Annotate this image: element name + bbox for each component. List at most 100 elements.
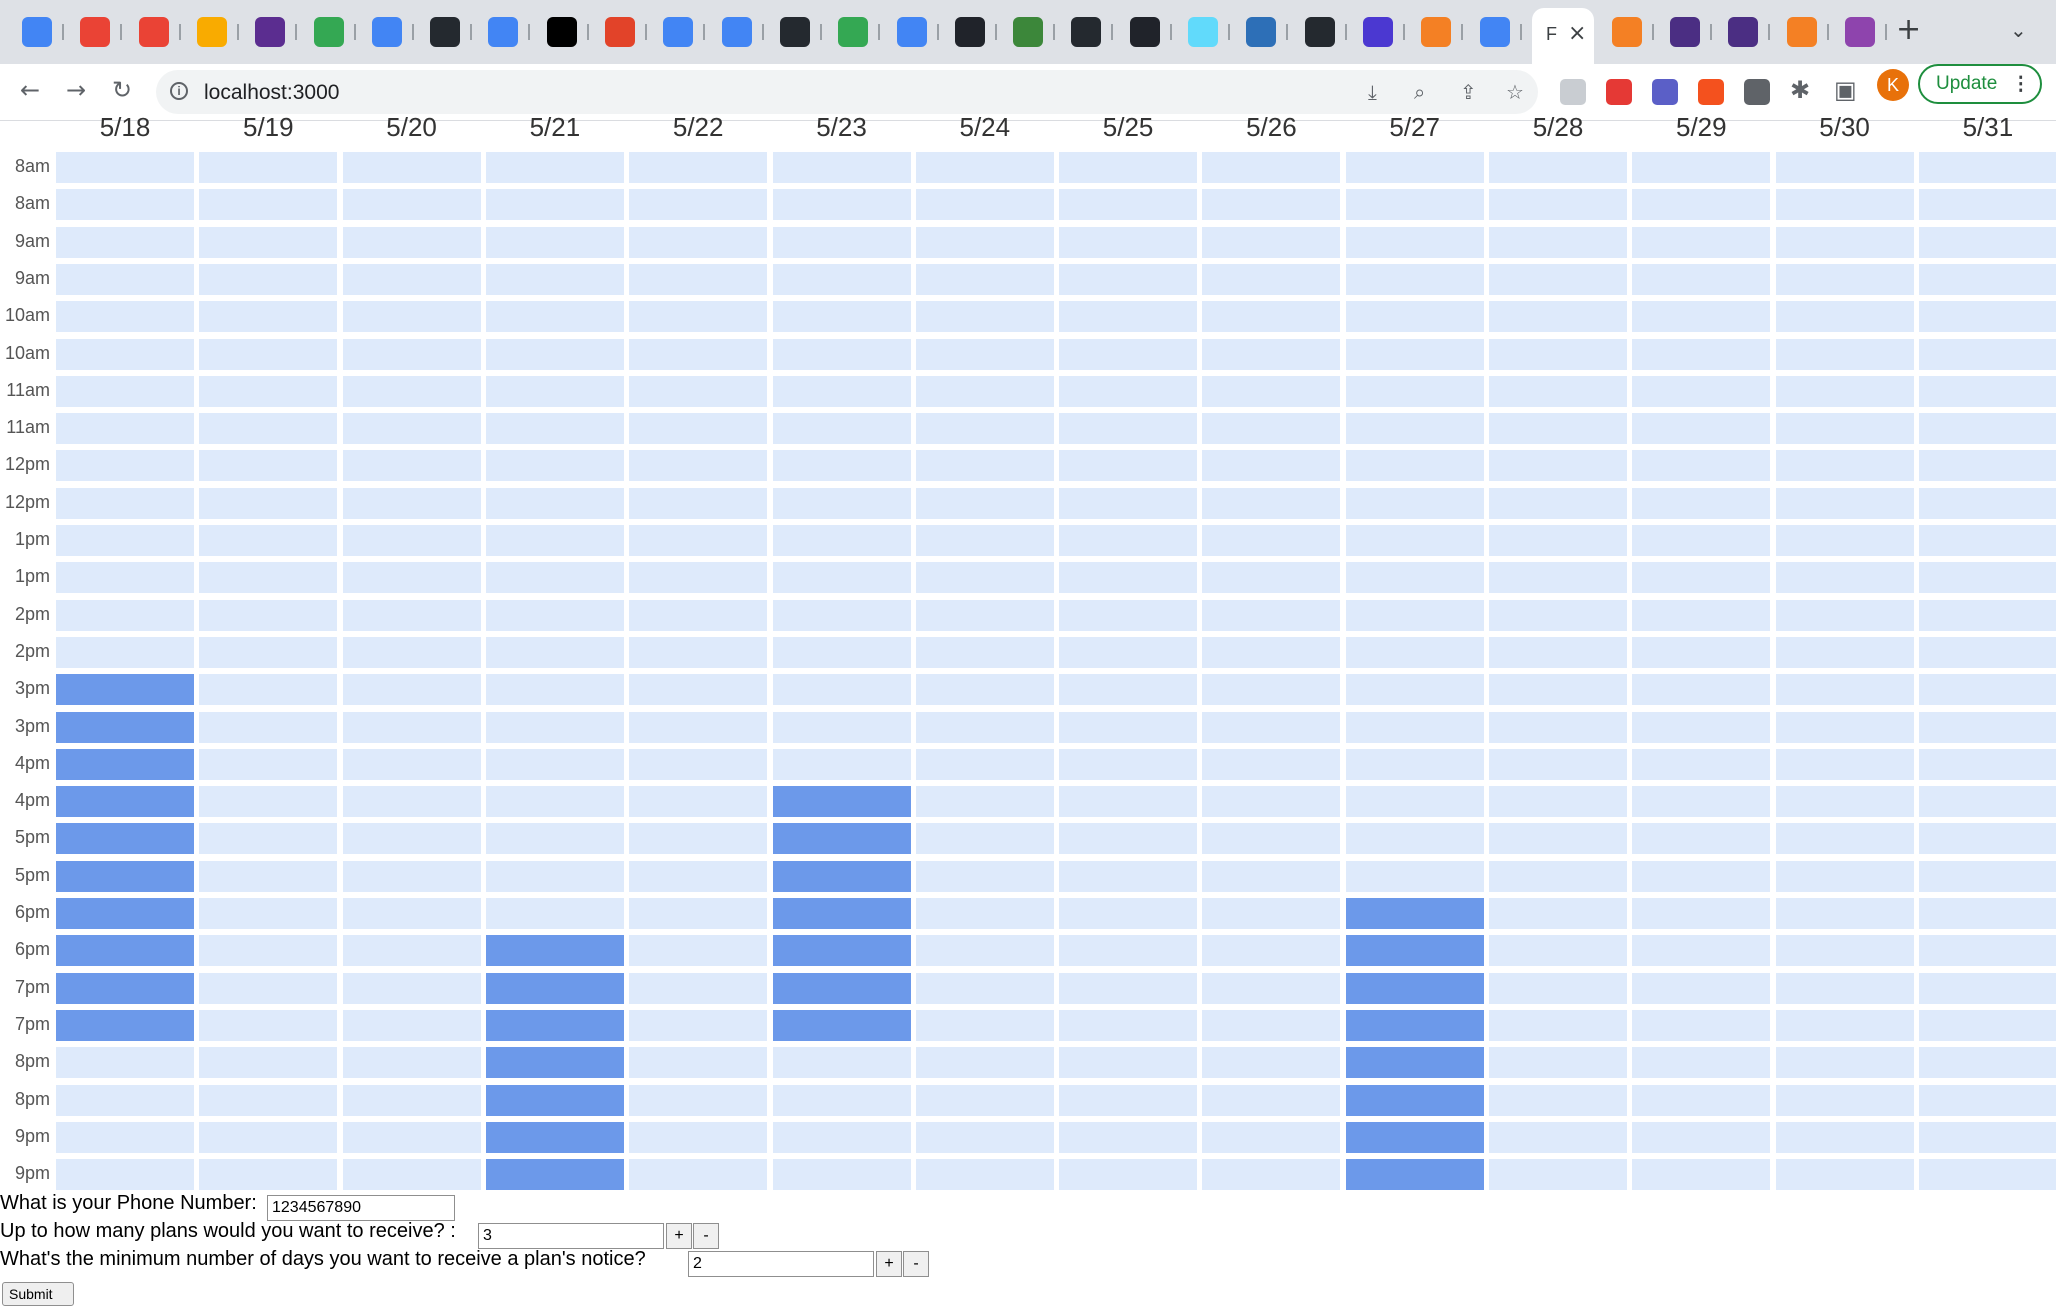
time-slot[interactable] (485, 562, 624, 594)
time-slot[interactable] (342, 935, 481, 967)
time-slot[interactable] (485, 525, 624, 556)
time-slot[interactable] (342, 413, 481, 445)
tab-favicon-icon[interactable] (779, 17, 810, 47)
time-slot[interactable] (1632, 711, 1771, 743)
time-slot-selected[interactable] (485, 1009, 624, 1041)
time-slot[interactable] (56, 226, 194, 258)
time-slot[interactable] (1202, 860, 1341, 892)
time-slot[interactable] (199, 972, 338, 1004)
time-slot[interactable] (629, 860, 768, 892)
time-slot[interactable] (1202, 562, 1341, 594)
time-slot[interactable] (56, 413, 194, 445)
address-bar[interactable]: i localhost:3000 ⤓ ⌕ ⇪ ☆ (156, 70, 1538, 114)
time-slot[interactable] (1059, 1159, 1198, 1191)
time-slot[interactable] (199, 525, 338, 556)
tab-favicon-icon[interactable] (1611, 17, 1642, 47)
time-slot[interactable] (629, 1084, 768, 1116)
time-slot[interactable] (1059, 711, 1198, 743)
time-slot[interactable] (1202, 189, 1341, 221)
time-slot[interactable] (1345, 786, 1484, 818)
time-slot[interactable] (1632, 748, 1771, 780)
time-slot-selected[interactable] (772, 972, 911, 1004)
time-slot[interactable] (1632, 301, 1771, 333)
tab-favicon-icon[interactable] (1129, 17, 1160, 47)
time-slot[interactable] (915, 338, 1054, 370)
time-slot[interactable] (56, 1159, 194, 1191)
time-slot[interactable] (772, 263, 911, 295)
time-slot[interactable] (1775, 898, 1914, 929)
time-slot[interactable] (915, 1121, 1054, 1153)
time-slot[interactable] (1059, 636, 1198, 668)
time-slot[interactable] (1345, 226, 1484, 258)
time-slot[interactable] (629, 450, 768, 482)
time-slot[interactable] (1775, 1047, 1914, 1079)
time-slot[interactable] (1918, 525, 2056, 556)
time-slot[interactable] (485, 636, 624, 668)
time-slot[interactable] (1489, 152, 1627, 183)
time-slot[interactable] (199, 898, 338, 929)
time-slot[interactable] (56, 1047, 194, 1079)
time-slot[interactable] (1918, 562, 2056, 594)
time-slot[interactable] (1489, 487, 1627, 519)
time-slot[interactable] (1775, 711, 1914, 743)
time-slot[interactable] (1918, 711, 2056, 743)
time-slot[interactable] (342, 711, 481, 743)
tab-favicon-icon[interactable] (1304, 17, 1335, 47)
plans-increment-button[interactable]: + (666, 1223, 692, 1249)
time-slot[interactable] (772, 413, 911, 445)
time-slot[interactable] (915, 450, 1054, 482)
time-slot[interactable] (56, 450, 194, 482)
time-slot[interactable] (915, 1047, 1054, 1079)
time-slot[interactable] (1202, 1047, 1341, 1079)
time-slot[interactable] (1489, 450, 1627, 482)
time-slot[interactable] (1202, 413, 1341, 445)
time-slot[interactable] (1775, 301, 1914, 333)
time-slot[interactable] (199, 301, 338, 333)
time-slot[interactable] (1632, 898, 1771, 929)
time-slot[interactable] (915, 636, 1054, 668)
time-slot[interactable] (1345, 189, 1484, 221)
time-slot[interactable] (915, 189, 1054, 221)
time-slot[interactable] (342, 674, 481, 706)
tab-favicon-icon[interactable] (371, 17, 402, 47)
time-slot[interactable] (1632, 189, 1771, 221)
time-slot[interactable] (1489, 525, 1627, 556)
time-slot[interactable] (915, 375, 1054, 407)
time-slot[interactable] (915, 487, 1054, 519)
time-slot[interactable] (915, 748, 1054, 780)
time-slot[interactable] (1345, 674, 1484, 706)
time-slot[interactable] (1059, 189, 1198, 221)
time-slot[interactable] (1632, 636, 1771, 668)
time-slot[interactable] (1775, 375, 1914, 407)
time-slot[interactable] (629, 338, 768, 370)
tab-favicon-icon[interactable] (138, 17, 169, 47)
tab-favicon-icon[interactable] (896, 17, 927, 47)
time-slot[interactable] (1632, 375, 1771, 407)
time-slot[interactable] (629, 674, 768, 706)
time-slot[interactable] (342, 301, 481, 333)
time-slot[interactable] (342, 1009, 481, 1041)
time-slot[interactable] (915, 263, 1054, 295)
time-slot[interactable] (1059, 413, 1198, 445)
time-slot[interactable] (629, 786, 768, 818)
time-slot[interactable] (1489, 599, 1627, 631)
time-slot[interactable] (199, 189, 338, 221)
time-slot[interactable] (485, 748, 624, 780)
time-slot[interactable] (1202, 748, 1341, 780)
time-slot[interactable] (56, 562, 194, 594)
time-slot[interactable] (915, 152, 1054, 183)
time-slot[interactable] (1059, 263, 1198, 295)
chevron-down-icon[interactable]: ⌄ (2010, 18, 2027, 42)
time-slot[interactable] (1202, 636, 1341, 668)
time-slot[interactable] (1489, 1009, 1627, 1041)
time-slot[interactable] (1489, 189, 1627, 221)
time-slot[interactable] (772, 599, 911, 631)
time-slot[interactable] (772, 748, 911, 780)
time-slot[interactable] (1632, 562, 1771, 594)
time-slot[interactable] (485, 189, 624, 221)
install-icon[interactable]: ⤓ (1368, 80, 1377, 104)
time-slot[interactable] (1775, 860, 1914, 892)
time-slot[interactable] (1775, 152, 1914, 183)
time-slot[interactable] (629, 1047, 768, 1079)
time-slot[interactable] (1059, 972, 1198, 1004)
